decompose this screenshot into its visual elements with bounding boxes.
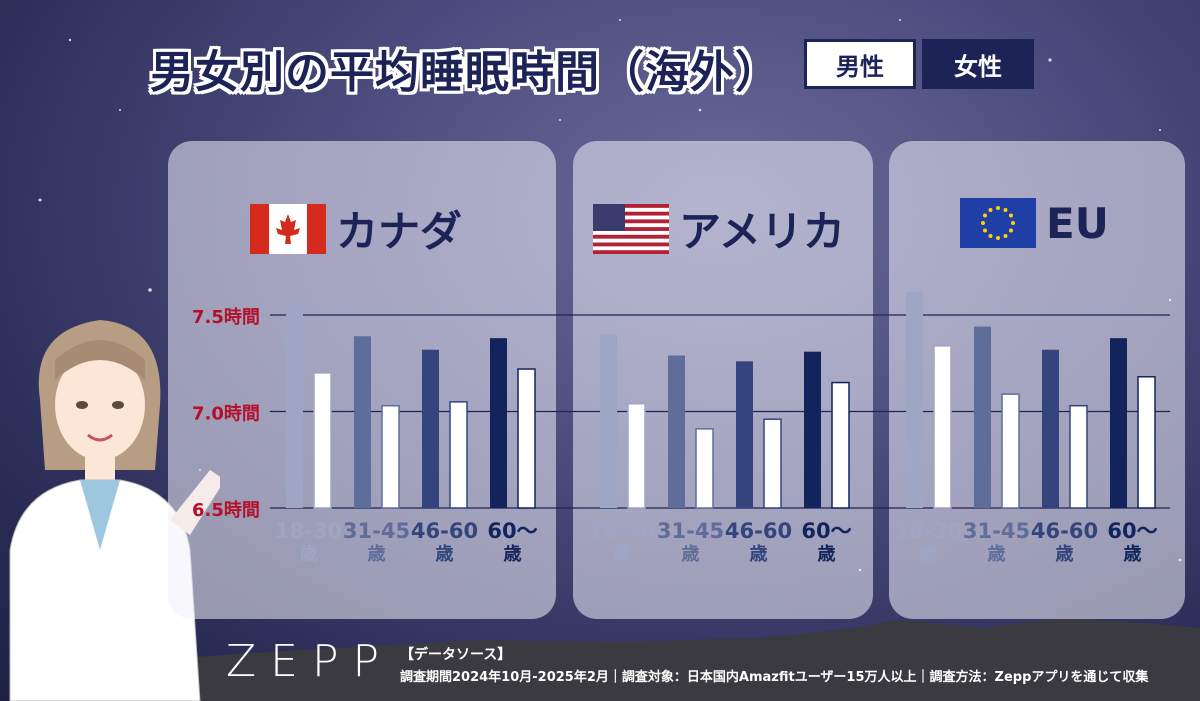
bar-male-canada-2 [422, 349, 439, 508]
x-tick-label-unit: 歳 [750, 544, 768, 565]
x-tick-label: 31-45 [963, 519, 1030, 543]
legend: 男性 女性 [804, 39, 1034, 89]
bar-female-canada-1 [381, 404, 400, 509]
x-tick-label-unit: 歳 [988, 544, 1006, 565]
eu-flag-icon [960, 198, 1036, 248]
bar-male-eu-0 [906, 291, 923, 508]
bar-male-usa-2 [736, 361, 753, 508]
usa-flag-icon [593, 203, 669, 254]
chart-title: 男女別の平均睡眠時間（海外） [150, 47, 780, 98]
x-tick-label-unit: 歳 [614, 544, 632, 565]
canada-flag-icon [250, 203, 326, 254]
data-source: 【データソース】 調査期間2024年10月-2025年2月｜調査対象：日本国内A… [400, 644, 1148, 685]
bar-male-usa-1 [668, 355, 685, 508]
bar-female-eu-2 [1069, 404, 1088, 509]
bar-male-eu-3 [1110, 338, 1127, 508]
country-header-usa: アメリカ [593, 198, 845, 259]
x-tick-label-unit: 歳 [818, 544, 836, 565]
bar-male-usa-3 [804, 351, 821, 508]
x-tick-label: 46-60 [725, 519, 792, 543]
y-tick-label: 6.5時間 [192, 500, 260, 521]
x-tick-label: 46-60 [411, 519, 478, 543]
bar-female-eu-3 [1137, 376, 1156, 509]
x-tick-label: 60～ [801, 519, 851, 543]
country-header-eu: EU [960, 198, 1109, 248]
x-tick-label-unit: 歳 [1124, 544, 1142, 565]
x-tick-label: 31-45 [657, 519, 724, 543]
bar-male-canada-0 [286, 301, 303, 508]
legend-female: 女性 [922, 39, 1034, 89]
x-tick-label: 60～ [487, 519, 537, 543]
x-tick-label-unit: 歳 [920, 544, 938, 565]
source-heading: 【データソース】 [400, 647, 512, 663]
y-tick-label: 7.5時間 [192, 307, 260, 328]
x-tick-label-unit: 歳 [1056, 544, 1074, 565]
bar-female-canada-0 [313, 372, 332, 509]
y-tick-label: 7.0時間 [192, 404, 260, 425]
bar-female-usa-2 [763, 418, 782, 509]
bar-female-canada-3 [517, 368, 536, 509]
x-tick-label: 60～ [1107, 519, 1157, 543]
legend-male: 男性 [804, 39, 916, 89]
country-header-canada: カナダ [250, 198, 462, 259]
x-tick-label: 18-30 [895, 519, 962, 543]
country-name-eu: EU [1046, 198, 1109, 248]
bar-female-usa-1 [695, 428, 714, 509]
bar-female-canada-2 [449, 401, 468, 509]
country-name-canada: カナダ [336, 207, 463, 256]
x-tick-label: 18-30 [275, 519, 342, 543]
bar-female-eu-0 [933, 345, 952, 509]
country-name-usa: アメリカ [679, 207, 845, 256]
x-tick-label-unit: 歳 [300, 544, 318, 565]
doctor-illustration [9, 320, 220, 701]
zepp-logo: ZEPP [226, 636, 394, 687]
x-tick-label-unit: 歳 [436, 544, 454, 565]
x-tick-label-unit: 歳 [504, 544, 522, 565]
bar-male-eu-2 [1042, 349, 1059, 508]
source-detail: 調査期間2024年10月-2025年2月｜調査対象：日本国内Amazfitユーザ… [400, 670, 1149, 685]
x-tick-label-unit: 歳 [368, 544, 386, 565]
bar-male-usa-0 [600, 334, 617, 508]
bar-male-canada-1 [354, 336, 371, 508]
x-tick-label: 46-60 [1031, 519, 1098, 543]
bar-male-eu-1 [974, 326, 991, 508]
bar-female-usa-0 [627, 403, 646, 509]
x-tick-label: 31-45 [343, 519, 410, 543]
bar-male-canada-3 [490, 338, 507, 508]
bar-female-eu-1 [1001, 393, 1020, 509]
x-tick-label-unit: 歳 [682, 544, 700, 565]
x-tick-label: 18-30 [589, 519, 656, 543]
bar-female-usa-3 [831, 381, 850, 509]
